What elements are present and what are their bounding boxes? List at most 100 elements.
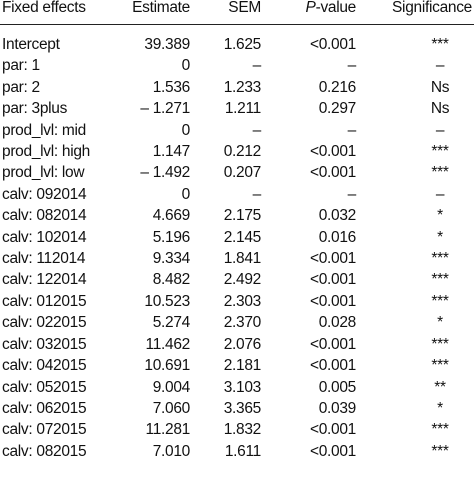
sem-value: 2.145 — [223, 228, 262, 246]
table-row: par: 1 0 – – – — [0, 55, 474, 76]
significance-value: ** — [434, 378, 446, 396]
table-row: calv: 092014 0 – – – — [0, 184, 474, 205]
table-row: calv: 052015 9.004 3.103 0.005 ** — [0, 377, 474, 398]
estimate-value: 11.462 — [145, 335, 191, 353]
table-header: Fixed effects Estimate SEM P-value Signi… — [0, 0, 474, 25]
p-value: <0.001 — [309, 421, 356, 439]
header-fixed-effects: Fixed effects — [0, 0, 122, 25]
estimate-value: 0 — [181, 185, 191, 203]
fixed-effects-table: Fixed effects Estimate SEM P-value Signi… — [0, 0, 474, 463]
p-value: 0.028 — [318, 314, 357, 332]
p-value: <0.001 — [309, 292, 356, 310]
sem-value: 1.841 — [223, 250, 262, 268]
p-value: 0.216 — [318, 78, 357, 96]
effect-name: calv: 112014 — [2, 250, 86, 268]
significance-value: * — [437, 207, 443, 225]
estimate-value: 8.482 — [152, 271, 191, 289]
sem-value: – — [252, 57, 262, 75]
estimate-value: 11.281 — [145, 421, 191, 439]
sem-value: 1.611 — [224, 442, 261, 460]
p-value: 0.005 — [318, 378, 357, 396]
header-p-suffix: -value — [315, 0, 357, 16]
estimate-value: 5.274 — [152, 314, 191, 332]
sem-value: 1.832 — [223, 421, 262, 439]
table-row: calv: 122014 8.482 2.492 <0.001 *** — [0, 269, 474, 290]
effect-name: calv: 102014 — [2, 228, 87, 246]
effect-name: calv: 072015 — [2, 421, 87, 439]
sem-value: 2.370 — [223, 314, 262, 332]
p-value: <0.001 — [309, 36, 356, 53]
header-estimate: Estimate — [122, 0, 190, 25]
effect-name: calv: 082014 — [2, 207, 87, 225]
sem-value: 1.211 — [224, 100, 261, 118]
sem-value: 2.076 — [223, 335, 262, 353]
significance-value: Ns — [430, 100, 450, 118]
significance-value: – — [435, 121, 445, 139]
header-p-value: P-value — [273, 0, 366, 25]
effect-name: calv: 052015 — [2, 378, 87, 396]
significance-value: *** — [431, 250, 449, 268]
effect-name: prod_lvl: high — [2, 143, 90, 161]
p-value: 0.039 — [318, 399, 357, 417]
sem-value: – — [252, 185, 262, 203]
effect-name: calv: 032015 — [2, 335, 87, 353]
significance-value: *** — [431, 164, 449, 182]
estimate-value: 0 — [181, 57, 191, 75]
p-value: <0.001 — [309, 271, 356, 289]
significance-value: *** — [431, 421, 449, 439]
table-row: calv: 072015 11.281 1.832 <0.001 *** — [0, 419, 474, 440]
table-row: calv: 112014 9.334 1.841 <0.001 *** — [0, 248, 474, 269]
table-row: calv: 102014 5.196 2.145 0.016 * — [0, 227, 474, 248]
table-row: calv: 022015 5.274 2.370 0.028 * — [0, 312, 474, 333]
estimate-value: 1.147 — [152, 143, 191, 161]
significance-value: – — [435, 185, 445, 203]
effect-name: calv: 042015 — [2, 357, 87, 375]
sem-value: 1.233 — [223, 78, 262, 96]
table-row: par: 2 1.536 1.233 0.216 Ns — [0, 77, 474, 98]
table-row: calv: 012015 10.523 2.303 <0.001 *** — [0, 291, 474, 312]
header-sem: SEM — [190, 0, 273, 25]
effect-name: calv: 092014 — [2, 185, 87, 203]
table-row: calv: 082015 7.010 1.611 <0.001 *** — [0, 441, 474, 462]
significance-value: *** — [431, 335, 449, 353]
estimate-value: 7.010 — [152, 442, 191, 460]
sem-value: 0.207 — [223, 164, 262, 182]
sem-value: 0.212 — [223, 143, 262, 161]
estimate-value: – 1.492 — [140, 164, 190, 182]
table-row: prod_lvl: mid 0 – – – — [0, 120, 474, 141]
significance-value: *** — [431, 357, 449, 375]
sem-value: 2.492 — [223, 271, 262, 289]
significance-value: *** — [431, 143, 449, 161]
p-value: <0.001 — [309, 335, 356, 353]
effect-name: prod_lvl: low — [2, 164, 85, 182]
estimate-value: 39.389 — [144, 36, 190, 53]
significance-value: * — [437, 399, 443, 417]
table-row: prod_lvl: high 1.147 0.212 <0.001 *** — [0, 141, 474, 162]
significance-value: *** — [431, 292, 449, 310]
significance-value: * — [437, 228, 443, 246]
p-value: – — [347, 185, 357, 203]
estimate-value: – 1.271 — [140, 100, 190, 118]
estimate-value: 5.196 — [152, 228, 191, 246]
p-value: 0.032 — [318, 207, 357, 225]
table-row: Intercept 39.389 1.625 <0.001 *** — [0, 25, 474, 56]
estimate-value: 7.060 — [152, 399, 191, 417]
estimate-value: 10.691 — [144, 357, 190, 375]
table-row: par: 3plus – 1.271 1.211 0.297 Ns — [0, 98, 474, 119]
header-significance: Significance — [366, 0, 474, 25]
p-value: <0.001 — [309, 442, 356, 460]
header-p-italic: P — [305, 0, 316, 16]
estimate-value: 0 — [181, 121, 191, 139]
significance-value: – — [435, 57, 445, 75]
effect-name: calv: 062015 — [2, 399, 87, 417]
significance-value: Ns — [430, 78, 450, 96]
effect-name: calv: 012015 — [2, 292, 87, 310]
effect-name: par: 3plus — [2, 100, 68, 118]
effect-name: calv: 082015 — [2, 442, 87, 460]
p-value: <0.001 — [309, 164, 356, 182]
p-value: 0.297 — [318, 100, 357, 118]
table-body: Intercept 39.389 1.625 <0.001 *** par: 1 0– – – p… — [0, 25, 474, 463]
table-row: prod_lvl: low – 1.492 0.207 <0.001 *** — [0, 162, 474, 183]
effect-name: calv: 022015 — [2, 314, 87, 332]
sem-value: 1.625 — [223, 36, 262, 53]
